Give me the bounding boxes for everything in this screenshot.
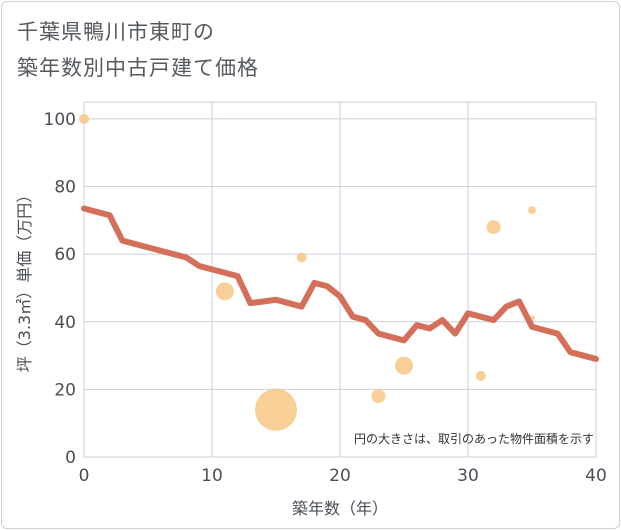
tick-labels: 0 10 20 30 40 0 20 40 60 80 100 xyxy=(44,110,607,486)
x-tick-label: 40 xyxy=(585,466,607,486)
bubble-point xyxy=(486,220,501,235)
y-tick-label: 20 xyxy=(54,380,76,400)
y-tick-label: 60 xyxy=(54,245,76,265)
bubble-point xyxy=(371,389,386,404)
bubble-layer xyxy=(79,113,536,431)
bubble-point xyxy=(528,206,536,215)
x-tick-label: 30 xyxy=(457,466,479,486)
bubble-point xyxy=(215,282,234,301)
bubble-point xyxy=(79,113,89,124)
y-axis-title: 坪（3.3㎡）単価（万円） xyxy=(15,187,34,372)
chart-title-line-2: 築年数別中古戸建て価格 xyxy=(17,56,259,80)
bubble-point xyxy=(255,388,297,431)
x-axis-title: 築年数（年） xyxy=(292,499,388,518)
bubble-point xyxy=(296,252,307,263)
y-tick-label: 0 xyxy=(65,448,76,468)
x-tick-label: 10 xyxy=(201,466,223,486)
bubble-point xyxy=(475,370,486,381)
grid xyxy=(83,101,597,458)
chart-title-line-1: 千葉県鴨川市東町の xyxy=(17,20,215,44)
price-trend-line xyxy=(81,205,599,362)
x-tick-label: 0 xyxy=(79,466,90,486)
y-tick-label: 80 xyxy=(54,178,76,198)
bubble-point xyxy=(395,356,413,375)
size-note: 円の大きさは、取引のあった物件面積を示す xyxy=(354,431,594,446)
y-tick-label: 100 xyxy=(44,110,76,130)
x-tick-label: 20 xyxy=(329,466,351,486)
y-tick-label: 40 xyxy=(54,313,76,333)
